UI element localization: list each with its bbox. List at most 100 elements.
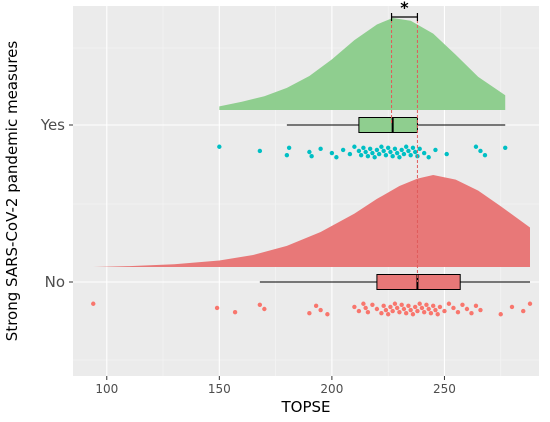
data-point-yes [426, 155, 431, 160]
density-clouds [93, 18, 530, 267]
data-point-no [318, 307, 323, 313]
data-point-no [509, 304, 515, 310]
data-point-yes [399, 147, 404, 153]
data-point-yes [379, 144, 384, 149]
data-point-yes [401, 151, 407, 157]
data-point-yes [433, 147, 438, 153]
data-point-no [365, 309, 371, 315]
data-point-yes [284, 152, 290, 158]
data-point-yes [307, 149, 312, 155]
data-point-yes [367, 146, 373, 152]
x-tick-label: 250 [433, 382, 456, 396]
x-tick-label: 150 [208, 382, 231, 396]
significance-star: * [400, 0, 409, 17]
data-point-no [433, 307, 438, 313]
data-point-no [455, 309, 461, 315]
data-point-yes [482, 152, 488, 158]
data-point-no [385, 312, 391, 317]
data-point-no [446, 301, 452, 306]
data-point-no [406, 303, 411, 309]
data-point-yes [363, 149, 368, 155]
data-point-no [363, 305, 368, 311]
data-point-no [473, 303, 479, 309]
data-point-no [381, 303, 386, 309]
data-point-yes [372, 155, 377, 160]
data-point-yes [417, 146, 422, 152]
density-cloud-no [93, 175, 530, 267]
data-point-yes [473, 144, 479, 149]
x-tick-label: 100 [95, 382, 118, 396]
data-point-yes [381, 148, 386, 154]
data-point-no [307, 311, 312, 316]
data-point-yes [374, 147, 380, 153]
y-tick-label-no: No [45, 273, 65, 291]
data-point-no [390, 308, 395, 314]
data-point-no [374, 306, 380, 312]
data-point-no [412, 304, 418, 310]
data-point-no [464, 306, 470, 312]
data-point-yes [347, 151, 353, 157]
box-iqr-no [376, 274, 461, 290]
data-point-yes [412, 149, 418, 155]
data-point-yes [388, 149, 393, 155]
data-point-yes [421, 150, 427, 156]
data-point-yes [444, 151, 449, 157]
data-point-yes [340, 147, 346, 153]
data-point-no [426, 306, 431, 312]
data-point-yes [217, 144, 222, 149]
data-point-no [214, 305, 220, 311]
x-tick-label: 200 [320, 382, 343, 396]
significance-annotation: * [390, 0, 419, 282]
data-point-no [415, 308, 420, 314]
data-point-no [379, 311, 384, 316]
data-point-no [521, 308, 526, 314]
data-point-no [410, 312, 416, 317]
data-point-no [383, 307, 389, 313]
data-point-no [356, 308, 362, 314]
data-point-yes [408, 152, 413, 158]
data-point-no [421, 309, 427, 315]
data-point-yes [403, 144, 409, 149]
data-point-yes [478, 148, 483, 154]
data-point-no [394, 305, 400, 311]
raw-points [91, 144, 533, 317]
data-point-no [392, 301, 398, 306]
data-point-yes [356, 148, 362, 154]
density-cloud-yes [219, 18, 506, 110]
data-point-no [325, 312, 330, 317]
data-point-no [403, 311, 409, 316]
data-point-no [401, 306, 407, 312]
data-point-yes [370, 150, 375, 156]
data-point-yes [406, 148, 411, 154]
data-point-no [91, 301, 96, 306]
data-point-yes [286, 145, 292, 150]
data-point-no [397, 309, 402, 315]
data-point-no [437, 304, 443, 310]
data-point-yes [410, 145, 416, 150]
data-point-yes [309, 154, 314, 159]
data-point-no [370, 302, 375, 307]
data-point-yes [257, 148, 263, 154]
data-point-no [417, 301, 422, 306]
data-point-no [262, 306, 267, 312]
data-point-no [388, 304, 393, 310]
data-point-no [469, 311, 474, 316]
data-point-no [257, 302, 263, 307]
data-point-yes [397, 155, 402, 160]
data-point-no [442, 308, 447, 314]
data-point-yes [503, 145, 508, 150]
data-point-yes [318, 146, 323, 152]
data-point-no [232, 309, 238, 315]
data-point-no [498, 312, 503, 317]
data-point-yes [376, 151, 382, 157]
data-point-no [435, 312, 440, 317]
data-point-no [430, 303, 436, 309]
data-point-no [399, 302, 404, 307]
data-point-yes [385, 145, 391, 150]
data-point-yes [334, 155, 339, 160]
y-axis-title: Strong SARS-CoV-2 pandemic measures [3, 41, 21, 342]
y-tick-label-yes: Yes [40, 116, 65, 134]
data-point-no [527, 301, 533, 306]
data-point-no [424, 302, 429, 307]
